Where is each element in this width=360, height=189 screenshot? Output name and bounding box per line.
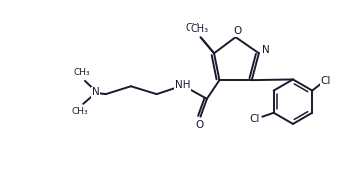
Text: CH₃: CH₃ [191,24,209,34]
Text: CH₃: CH₃ [74,68,90,77]
Text: O: O [233,26,242,36]
Text: NH: NH [175,80,190,90]
Text: N: N [262,45,270,55]
Text: CH₃: CH₃ [71,107,88,116]
Text: CH₃: CH₃ [186,23,204,33]
Text: N: N [92,87,100,97]
Text: O: O [195,120,204,130]
Text: Cl: Cl [321,76,331,85]
Text: Cl: Cl [250,114,260,124]
